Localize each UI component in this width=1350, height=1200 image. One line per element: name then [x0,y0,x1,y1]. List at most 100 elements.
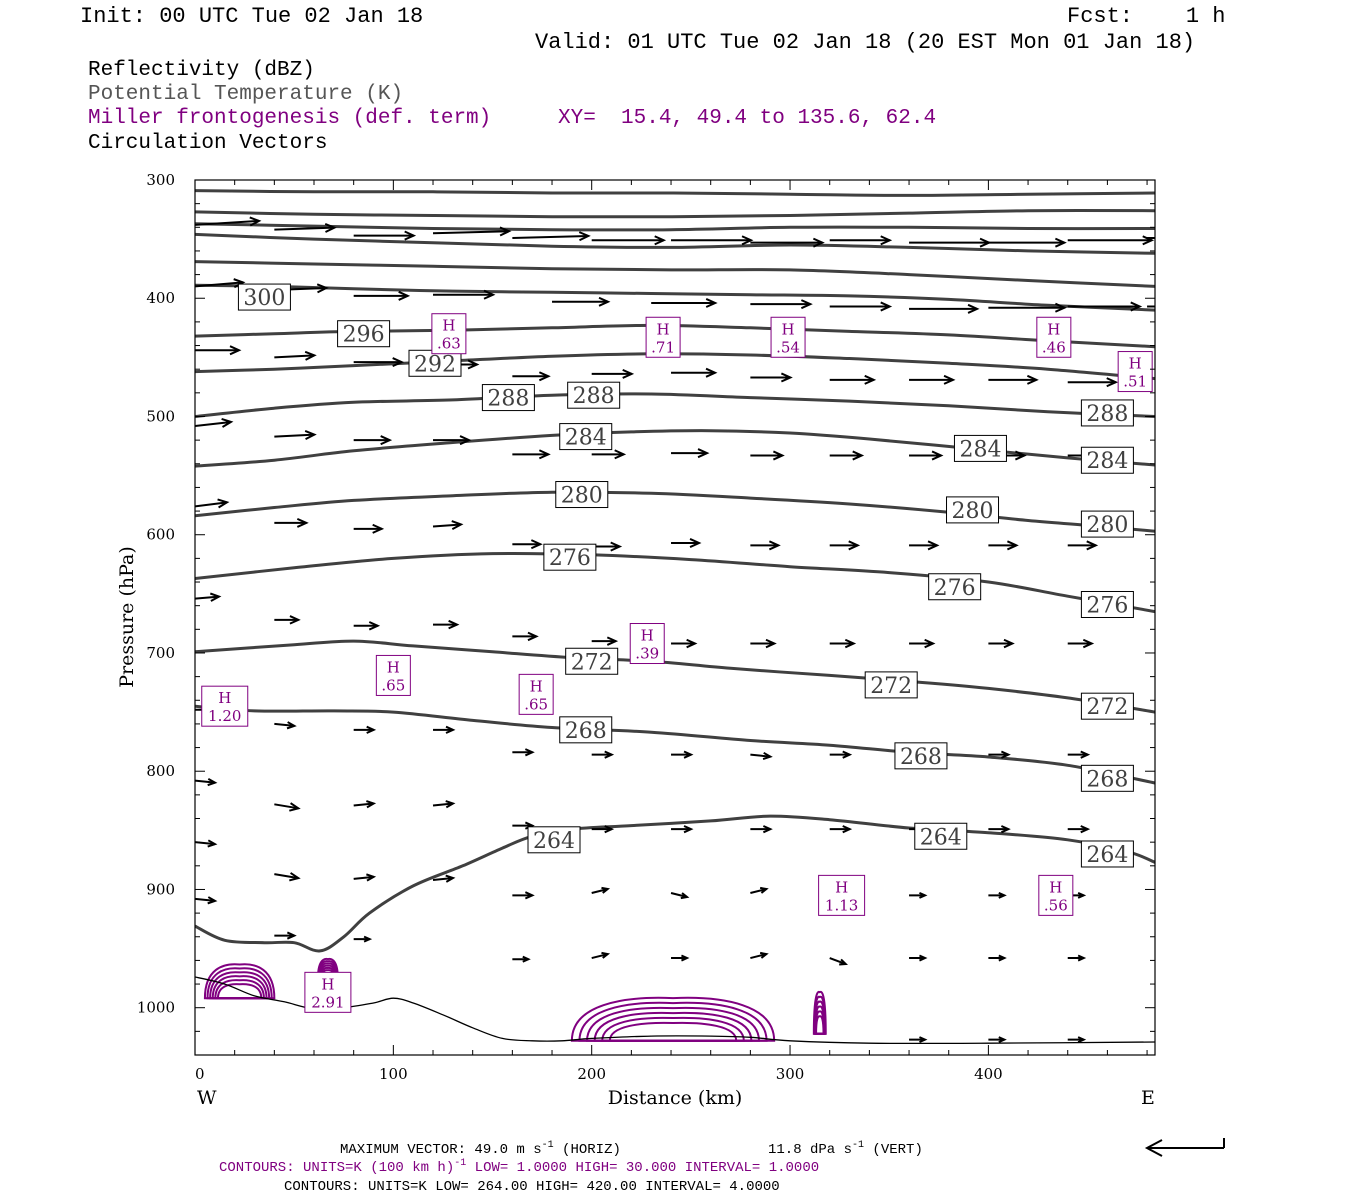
reflectivity-contour [216,983,263,1000]
circulation-vector [1067,1036,1087,1044]
frontogenesis-maximum: H.46 [1036,316,1072,358]
svg-text:H: H [387,658,400,676]
svg-text:H: H [657,320,670,338]
svg-text:276: 276 [549,546,591,571]
theta-contour-label: 264 [1080,840,1134,868]
circulation-vector [591,886,611,894]
circulation-vector [909,374,956,385]
circulation-vector [274,802,301,812]
reflectivity-contour-group [812,990,827,1035]
circulation-vector [750,237,825,248]
circulation-vector [750,299,813,310]
circulation-vector [274,721,297,730]
theta-contour-label: 268 [1080,764,1134,792]
svg-text:280: 280 [561,484,603,509]
x-axis-label: Distance (km) [608,1087,743,1109]
circulation-vector [988,638,1015,649]
forecast-hour: Fcst: 1 h [1067,4,1226,29]
svg-text:.54: .54 [776,338,800,356]
svg-text:268: 268 [900,745,942,770]
circulation-vector [274,517,309,528]
frontogenesis-maximum: H1.20 [201,685,249,727]
theta-contour-284 [195,429,1155,468]
circulation-vector [433,619,460,630]
theta-contour-288 [195,392,1155,418]
frontogenesis-maximum: H.39 [629,623,665,665]
circulation-vector [512,631,539,642]
theta-contour-264 [195,814,1155,953]
reflectivity-contour [593,1011,753,1042]
y-tick-label: 900 [146,880,175,898]
svg-text:.65: .65 [381,676,405,694]
svg-text:268: 268 [1086,767,1128,792]
theta-contour-label: 288 [481,384,535,412]
svg-text:272: 272 [1086,695,1128,720]
circulation-vector [670,892,690,900]
frontogenesis-maxima-layer: H.63H.71H.54H.46H.51H.65 H.65H.39H1.20H1.… [201,313,1153,1013]
legend-potential-temperature: Potential Temperature (K) [88,83,404,106]
circulation-vector [353,523,385,534]
svg-text:300: 300 [243,286,285,311]
reflectivity-contour [211,975,268,1000]
circulation-vector [195,498,230,509]
valid-time: Valid: 01 UTC Tue 02 Jan 18 (20 EST Mon … [535,30,1196,55]
circulation-vector [274,430,317,440]
theta-contour-label: 284 [1080,446,1134,474]
circulation-vector [433,725,456,734]
circulation-vector [671,448,710,459]
circulation-vector [1067,954,1087,962]
circulation-vector [829,301,893,312]
circulation-vector [988,1036,1007,1044]
circulation-vector [591,951,611,960]
circulation-vector [750,751,773,761]
svg-text:276: 276 [1086,593,1128,618]
theta-contour-label: 264 [527,826,581,854]
svg-text:H: H [641,627,654,645]
svg-text:H: H [530,677,543,695]
reflectivity-layer [203,957,827,1042]
reflectivity-contour [209,971,271,1000]
circulation-vector [353,725,377,734]
svg-text:284: 284 [565,426,607,451]
svg-text:272: 272 [571,650,613,675]
theta-contour-label: 288 [567,381,621,409]
legend-reflectivity: Reflectivity (dBZ) [88,59,315,82]
circulation-vector [671,638,698,649]
circulation-vector [829,750,853,759]
circulation-vector [988,374,1039,385]
circulation-vector [829,450,865,461]
circulation-vector [353,357,405,368]
x-tick-label: 300 [776,1065,805,1083]
theta-contour-label: 296 [337,320,391,348]
svg-text:.56: .56 [1044,896,1068,914]
svg-text:276: 276 [934,576,976,601]
circulation-vector [353,435,393,446]
circulation-vector [1067,825,1091,834]
svg-text:284: 284 [1086,449,1128,474]
reflectivity-contour-group [203,963,276,1000]
circulation-vector [353,800,377,809]
circulation-vector [909,891,928,899]
circulation-vector [353,873,377,882]
theta-contour-label: 276 [928,573,982,601]
svg-text:280: 280 [1086,513,1128,538]
circulation-vector [432,800,456,809]
svg-text:272: 272 [870,674,912,699]
circulation-vector [1067,301,1143,312]
circulation-vector [195,278,246,289]
svg-text:.39: .39 [635,645,659,663]
frontogenesis-maximum: H.51 [1117,351,1153,393]
x-tick-label: 0 [195,1065,205,1083]
svg-text:288: 288 [573,384,615,409]
circulation-vector [909,638,936,649]
svg-text:.71: .71 [651,338,675,356]
svg-text:.65: .65 [524,695,548,713]
x-tick-label: 100 [379,1065,408,1083]
circulation-vector [829,957,848,966]
x-axis-east-label: E [1141,1087,1155,1109]
x-tick-label: 200 [577,1065,606,1083]
circulation-vector [750,638,777,649]
theta-contour-label: 292 [408,349,462,377]
circulation-vector [353,621,381,631]
circulation-vector [512,371,551,382]
